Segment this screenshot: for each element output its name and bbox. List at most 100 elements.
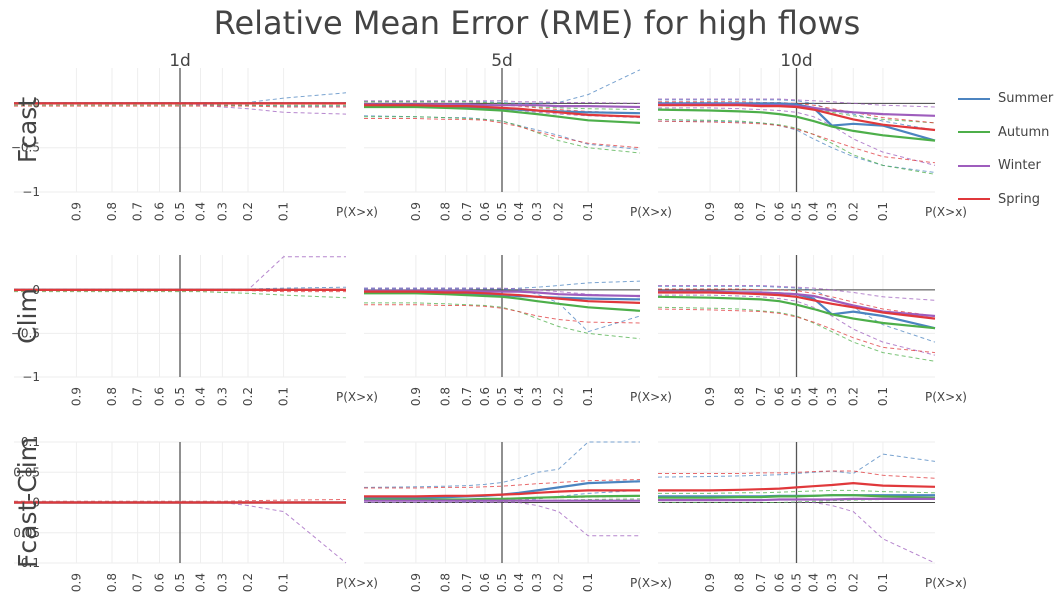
series-line-spring <box>658 104 936 132</box>
series-line-autumn <box>364 105 641 124</box>
x-tick-label: 0.1 <box>876 573 890 592</box>
x-tick-label: 0.6 <box>478 202 492 221</box>
bound-line-autumn <box>14 291 347 299</box>
legend-item-summer[interactable]: Summer <box>958 82 1053 116</box>
x-tick-label: 0.3 <box>215 573 229 592</box>
bound-line-spring <box>364 118 641 149</box>
bound-line-winter <box>364 287 641 298</box>
panel-clim-5d: 0.9 0.8 0.7 0.6 0.5 0.4 0.3 0.2 0.1 P(X>x) <box>364 255 672 406</box>
bound-line-spring <box>658 288 936 317</box>
legend-swatch <box>958 131 990 134</box>
x-tick-label: 0.4 <box>807 573 821 592</box>
legend-swatch <box>958 198 990 201</box>
bound-line-spring <box>658 470 936 479</box>
x-tick-label: 0.4 <box>512 387 526 406</box>
legend-label: Winter <box>998 158 1041 174</box>
x-tick-label: 0.9 <box>409 202 423 221</box>
x-tick-label: 0.6 <box>153 202 167 221</box>
legend-label: Autumn <box>998 124 1050 140</box>
x-tick-label: 0.5 <box>495 202 509 221</box>
legend: Summer Autumn Winter Spring <box>958 82 1053 216</box>
panel-fcast-clim-5d: 0.9 0.8 0.7 0.6 0.5 0.4 0.3 0.2 0.1 P(X>x) <box>363 441 672 592</box>
bound-line-spring <box>364 479 641 489</box>
x-tick-label: 0.5 <box>173 387 187 406</box>
x-axis-label: P(X>x) <box>336 390 378 404</box>
x-tick-label: 0.1 <box>277 202 291 221</box>
x-tick-label: 0.2 <box>241 387 255 406</box>
row-title-clim: Clim <box>13 288 42 344</box>
x-tick-label: 0.4 <box>512 202 526 221</box>
series-line-winter <box>364 289 641 298</box>
x-tick-label: 0.1 <box>277 387 291 406</box>
column-title-10d: 10d <box>780 51 812 71</box>
y-tick-label: 0.05 <box>13 526 40 540</box>
x-axis-label: P(X>x) <box>925 576 967 590</box>
x-axis-label: P(X>x) <box>630 205 672 219</box>
column-title-1d: 1d <box>169 51 191 71</box>
bound-line-winter <box>658 107 936 166</box>
panel-fcast-clim-10d: 0.9 0.8 0.7 0.6 0.5 0.4 0.3 0.2 0.1 P(X>x) <box>657 441 967 592</box>
x-tick-label: 0.4 <box>193 573 207 592</box>
panel-fcast-clim-1d: 0.1 0.05 0 0.05 0.1 0.9 0.8 0.7 0.6 0.5 0.4 0.3 0.2 0… <box>13 435 378 592</box>
bound-line-summer <box>658 99 936 131</box>
legend-item-winter[interactable]: Winter <box>958 149 1053 183</box>
bound-line-autumn <box>364 101 641 111</box>
x-tick-label: 0.6 <box>772 573 786 592</box>
x-tick-label: 0.9 <box>69 387 83 406</box>
x-tick-label: 0.3 <box>530 387 544 406</box>
legend-item-autumn[interactable]: Autumn <box>958 116 1053 150</box>
x-tick-label: 0.8 <box>105 573 119 592</box>
y-tick-label: −1 <box>22 370 40 384</box>
x-axis-label: P(X>x) <box>925 390 967 404</box>
x-axis-label: P(X>x) <box>925 205 967 219</box>
series-line-spring <box>364 489 640 498</box>
bound-line-autumn <box>657 118 936 175</box>
x-tick-label: 0.1 <box>581 573 595 592</box>
bound-line-spring <box>364 304 641 324</box>
x-tick-label: 0.4 <box>193 202 207 221</box>
x-tick-label: 0.2 <box>552 573 566 592</box>
panel-clim-1d: 0 −0.5 −1 0.9 0.8 0.7 0.6 0.5 0.4 0.3 0.2 0.1 P(X>x) <box>11 255 378 406</box>
x-tick-label: 0.6 <box>153 573 167 592</box>
series-line-autumn <box>657 295 936 330</box>
x-tick-label: 0.9 <box>703 387 717 406</box>
x-axis-label: P(X>x) <box>336 205 378 219</box>
panel-fcast-10d: 0.9 0.8 0.7 0.6 0.5 0.4 0.3 0.2 0.1 P(X>x) <box>657 68 967 221</box>
x-tick-label: 0.7 <box>131 387 145 406</box>
series-line-autumn <box>364 494 641 501</box>
x-tick-label: 0.1 <box>876 202 890 221</box>
legend-swatch <box>958 97 990 100</box>
bound-line-summer <box>657 453 936 478</box>
x-tick-label: 0.9 <box>409 387 423 406</box>
chart-title: Relative Mean Error (RME) for high flows <box>214 4 861 42</box>
x-tick-label: 0.2 <box>241 202 255 221</box>
panels-group: 0−0.5−10.9 0.8 0.7 0.6 0.5 0.4 0.3 0.2 0.1 P(X>x)… <box>11 68 967 592</box>
x-tick-label: 0.3 <box>825 573 839 592</box>
y-tick-label: −1 <box>22 185 40 199</box>
x-tick-label: 0.9 <box>703 202 717 221</box>
x-tick-label: 0.8 <box>105 202 119 221</box>
x-tick-label: 0.7 <box>460 202 474 221</box>
series-line-winter <box>658 497 935 502</box>
x-tick-label: 0.6 <box>153 387 167 406</box>
x-tick-label: 0.8 <box>438 387 452 406</box>
y-tick-label: 0.05 <box>13 465 40 479</box>
series-line-spring <box>658 291 936 320</box>
x-tick-label: 0.7 <box>754 202 768 221</box>
x-axis-label: P(X>x) <box>630 576 672 590</box>
bound-line-autumn <box>364 116 641 154</box>
bound-line-spring <box>14 105 346 108</box>
y-tick-label: 0.1 <box>21 556 40 570</box>
x-tick-label: 0.2 <box>846 573 860 592</box>
x-axis-label: P(X>x) <box>630 390 672 404</box>
x-tick-label: 0.2 <box>846 202 860 221</box>
y-tick-label: −0.5 <box>11 326 40 340</box>
bound-line-spring <box>14 499 347 502</box>
x-tick-label: 0.7 <box>460 387 474 406</box>
legend-label: Summer <box>998 91 1054 107</box>
bound-line-winter <box>364 502 640 537</box>
legend-item-spring[interactable]: Spring <box>958 183 1053 217</box>
x-tick-label: 0.5 <box>790 387 804 406</box>
x-tick-label: 0.3 <box>530 573 544 592</box>
